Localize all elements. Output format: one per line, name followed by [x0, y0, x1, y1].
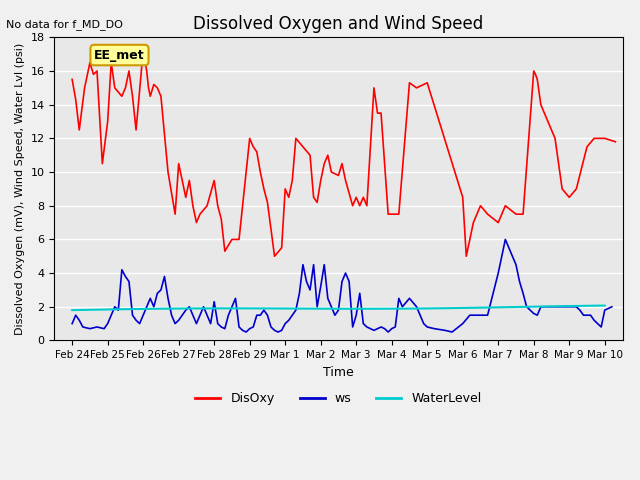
ws: [68, 321, 76, 326]
WaterLevel: [601, 303, 609, 309]
ws: [243, 329, 250, 335]
Line: WaterLevel: WaterLevel: [72, 306, 605, 310]
ws: [122, 274, 129, 279]
DisOxy: [68, 76, 76, 82]
WaterLevel: [386, 306, 394, 312]
Y-axis label: Dissolved Oxygen (mV), Wind Speed, Water Lvl (psi): Dissolved Oxygen (mV), Wind Speed, Water…: [15, 43, 25, 335]
X-axis label: Time: Time: [323, 366, 354, 379]
DisOxy: [93, 68, 101, 74]
WaterLevel: [192, 306, 200, 312]
ws: [225, 312, 232, 318]
DisOxy: [104, 119, 111, 124]
Text: No data for f_MD_DO: No data for f_MD_DO: [6, 19, 124, 30]
ws: [477, 312, 484, 318]
DisOxy: [140, 48, 147, 54]
WaterLevel: [574, 303, 582, 309]
Line: ws: ws: [72, 240, 612, 332]
WaterLevel: [558, 303, 566, 309]
Legend: DisOxy, ws, WaterLevel: DisOxy, ws, WaterLevel: [190, 387, 486, 410]
ws: [264, 312, 271, 318]
Line: DisOxy: DisOxy: [72, 51, 616, 256]
DisOxy: [271, 253, 278, 259]
ws: [608, 304, 616, 310]
DisOxy: [612, 139, 620, 144]
WaterLevel: [170, 306, 178, 312]
Title: Dissolved Oxygen and Wind Speed: Dissolved Oxygen and Wind Speed: [193, 15, 484, 33]
ws: [253, 312, 260, 318]
WaterLevel: [68, 307, 76, 313]
DisOxy: [459, 194, 467, 200]
DisOxy: [321, 161, 328, 167]
DisOxy: [285, 194, 292, 200]
ws: [502, 237, 509, 242]
WaterLevel: [342, 306, 350, 312]
Text: EE_met: EE_met: [94, 48, 145, 61]
ws: [317, 284, 324, 289]
DisOxy: [353, 194, 360, 200]
